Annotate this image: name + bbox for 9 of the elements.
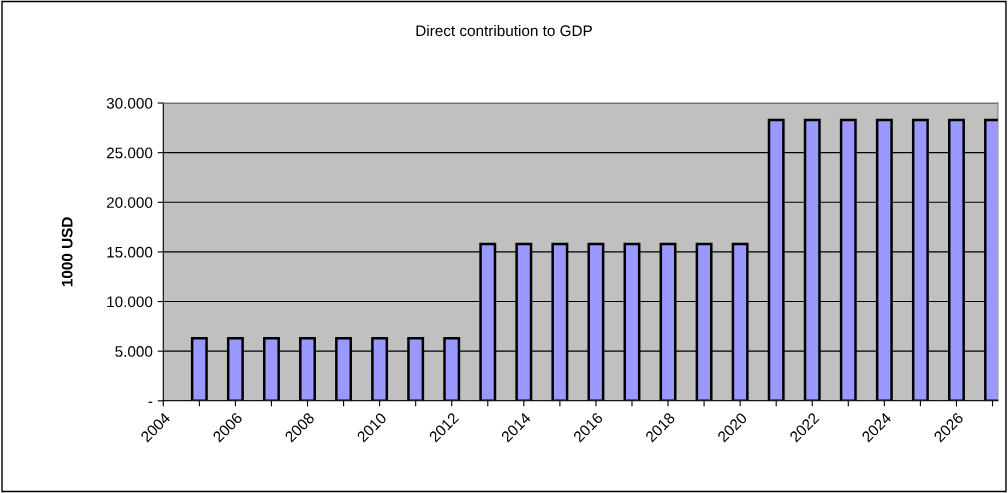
y-tick-label: 15.000 <box>107 246 153 258</box>
y-tick-label: - <box>148 401 153 403</box>
y-axis-title: 1000 USD <box>61 217 73 287</box>
y-tick-label: 25.000 <box>106 147 153 159</box>
y-tick-label: 20.000 <box>106 197 153 208</box>
chart-title: Direct contribution to GDP <box>416 24 592 37</box>
y-tick-label: 5.000 <box>115 346 153 357</box>
y-tick-label: 10.000 <box>107 296 153 308</box>
y-tick-label: 30.000 <box>106 97 153 109</box>
